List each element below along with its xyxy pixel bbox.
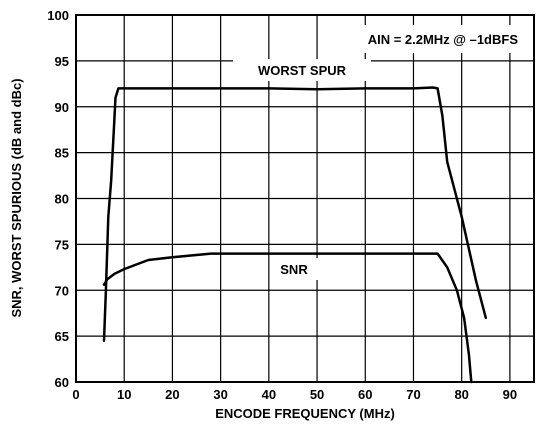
series-line-snr — [102, 252, 473, 384]
y-tick-label: 95 — [55, 54, 69, 69]
condition-annotation: AIN = 2.2MHz @ –1dBFS — [368, 32, 519, 47]
x-tick-label: 70 — [406, 387, 420, 402]
y-tick-labels: 60 65 70 75 80 85 90 95 100 — [47, 8, 69, 390]
x-tick-label: 60 — [358, 387, 372, 402]
x-tick-label: 30 — [213, 387, 227, 402]
y-tick-label: 100 — [47, 8, 69, 23]
y-tick-label: 90 — [55, 100, 69, 115]
y-tick-label: 70 — [55, 283, 69, 298]
series-line-worst-spur — [102, 86, 488, 342]
x-tick-label: 40 — [262, 387, 276, 402]
x-tick-label: 10 — [117, 387, 131, 402]
snr-label-bg — [270, 258, 318, 280]
y-tick-label: 85 — [55, 146, 69, 161]
condition-annotation-box — [325, 25, 527, 53]
x-tick-label: 50 — [310, 387, 324, 402]
x-tick-label: 90 — [503, 387, 517, 402]
worst-spur-label: WORST SPUR — [258, 63, 347, 78]
y-tick-label: 80 — [55, 192, 69, 207]
y-tick-label: 60 — [55, 375, 69, 390]
snr-label: SNR — [280, 262, 308, 277]
y-tick-label: 65 — [55, 329, 69, 344]
series-lines — [102, 86, 488, 384]
plot-frame — [75, 14, 535, 383]
y-axis-title: SNR, WORST SPURIOUS (dB and dBc) — [9, 78, 24, 317]
x-tick-label: 80 — [454, 387, 468, 402]
x-tick-labels: 0 10 20 30 40 50 60 70 80 90 — [72, 387, 517, 402]
x-axis-title: ENCODE FREQUENCY (MHz) — [215, 406, 395, 421]
worst-spur-label-bg — [233, 59, 371, 81]
y-tick-label: 75 — [55, 237, 69, 252]
x-tick-label: 20 — [165, 387, 179, 402]
x-tick-label: 0 — [72, 387, 79, 402]
